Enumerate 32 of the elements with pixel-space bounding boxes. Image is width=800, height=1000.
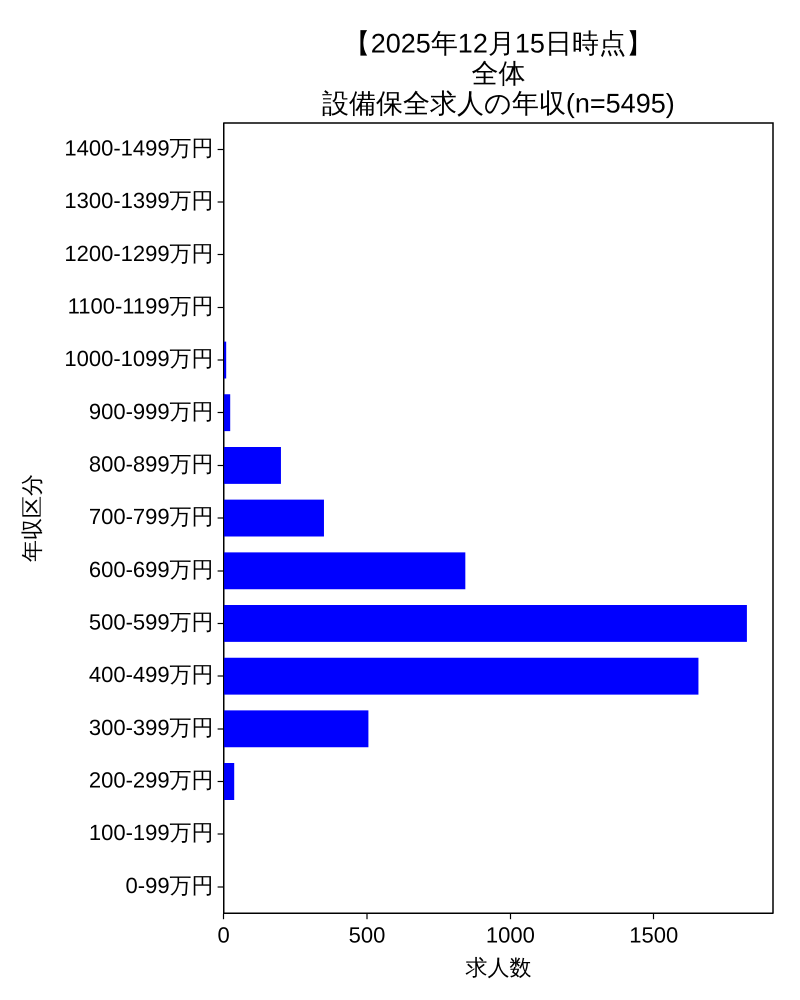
y-tick-label: 200-299万円: [88, 768, 214, 793]
text: 【2025年12月15日時点】: [344, 28, 653, 58]
y-tick-label: 900-999万円: [88, 398, 214, 424]
y-tick-label: 500-599万円: [88, 610, 214, 635]
y-tick-label: 400-499万円: [88, 662, 214, 688]
bar: [224, 605, 747, 642]
x-tick-label: 0: [217, 922, 230, 948]
bar: [224, 394, 230, 432]
chart-subtitle: 全体: [471, 58, 526, 88]
y-tick-label: 1000-1099万円: [64, 346, 214, 372]
bar: [224, 710, 368, 748]
y-tick-label: 1400-1499万円: [64, 135, 214, 160]
y-tick-label: 300-399万円: [88, 714, 214, 740]
y-tick-label: 600-699万円: [88, 556, 214, 582]
bar: [224, 658, 698, 695]
x-tick-label: 1000: [486, 922, 535, 948]
chart-title: 設備保全求人の年収(n=5495): [322, 88, 675, 118]
y-tick-label: 1200-1299万円: [64, 240, 214, 266]
y-tick-label: 1300-1399万円: [64, 188, 214, 214]
x-tick-label: 1500: [629, 922, 678, 948]
y-tick-label: 100-199万円: [88, 820, 214, 846]
y-tick-label: 800-899万円: [88, 451, 214, 476]
x-tick-label: 500: [348, 922, 386, 948]
y-axis-title: 年収区分: [19, 474, 44, 562]
bar: [224, 552, 466, 590]
bar: [224, 500, 324, 537]
y-tick-label: 700-799万円: [88, 504, 214, 530]
bar: [224, 446, 281, 484]
y-tick-label: 1100-1199万円: [68, 293, 214, 318]
y-tick-label: 0-99万円: [126, 872, 214, 898]
x-axis-title: 求人数: [465, 954, 532, 980]
bar: [224, 763, 234, 800]
